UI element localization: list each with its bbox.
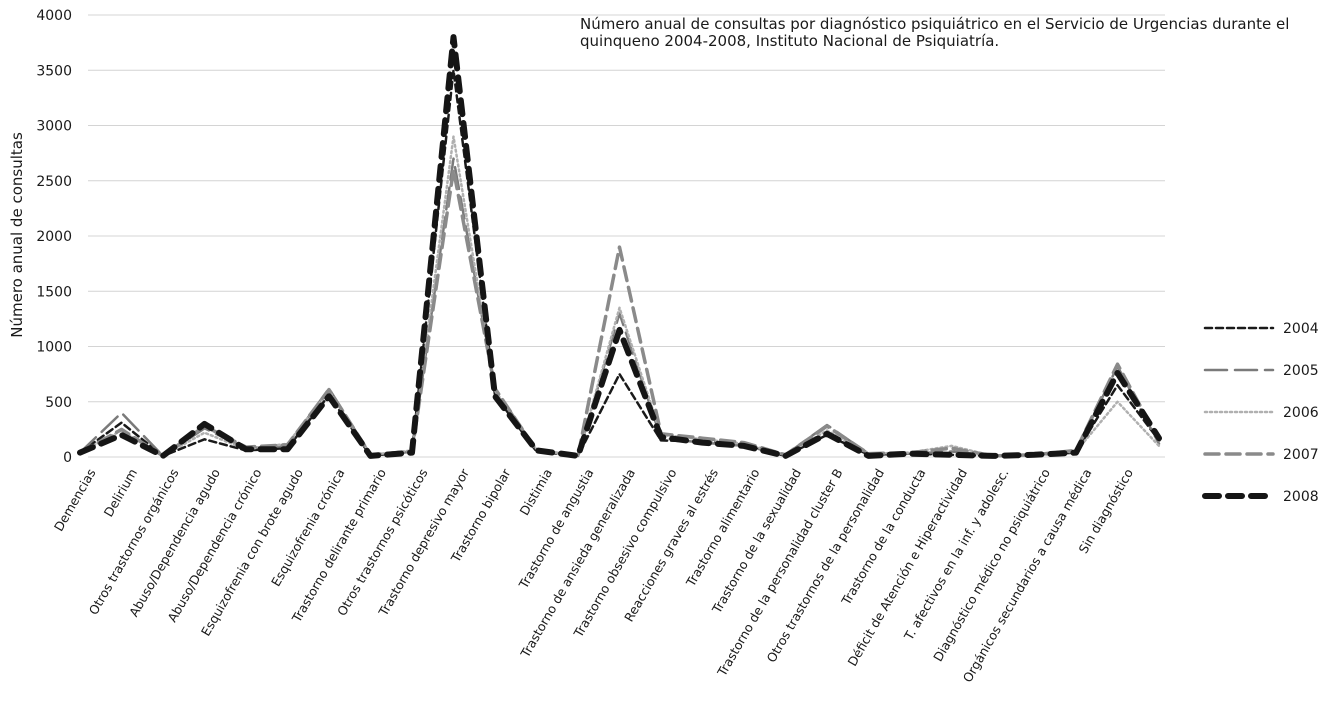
y-tick-label: 1500 [36, 284, 72, 300]
y-axis-label: Número anual de consultas [8, 132, 26, 338]
legend-label-2004: 2004 [1283, 321, 1319, 337]
x-tick-label: Distimia [516, 466, 555, 518]
series-line-2004 [78, 69, 1161, 458]
x-tick-label: Esquizofrenia crónica [268, 466, 348, 589]
x-tick-label: Trastorno de angustia [515, 466, 596, 592]
legend-label-2006: 2006 [1283, 405, 1319, 421]
series-lines [77, 34, 1162, 459]
y-tick-label: 3500 [36, 63, 72, 79]
x-tick-label: Delirium [101, 466, 140, 519]
y-tick-label: 2000 [36, 229, 72, 245]
chart-title: Número anual de consultas por diagnóstic… [580, 15, 1290, 50]
series-line-2006 [78, 135, 1161, 458]
y-tick-label: 500 [45, 395, 72, 411]
legend: 2004 2005 2006 2007 2008 [1202, 321, 1319, 505]
legend-label-2007: 2007 [1283, 447, 1319, 463]
y-tick-label: 0 [63, 450, 72, 466]
legend-label-2005: 2005 [1283, 363, 1319, 379]
y-tick-label: 1000 [36, 340, 72, 356]
x-tick-label: Trastorno alimentario [682, 466, 762, 590]
series-line-2008 [77, 34, 1162, 459]
y-tick-label: 4000 [36, 8, 72, 24]
series-line-2007 [78, 167, 1161, 458]
legend-label-2008: 2008 [1283, 489, 1319, 505]
x-tick-label: Demencias [51, 466, 99, 534]
y-tick-label: 2500 [36, 174, 72, 190]
y-axis-ticks: 0 500 1000 1500 2000 2500 3000 3500 4000 [36, 8, 72, 466]
grid-lines [88, 14, 1165, 458]
y-tick-label: 3000 [36, 119, 72, 135]
